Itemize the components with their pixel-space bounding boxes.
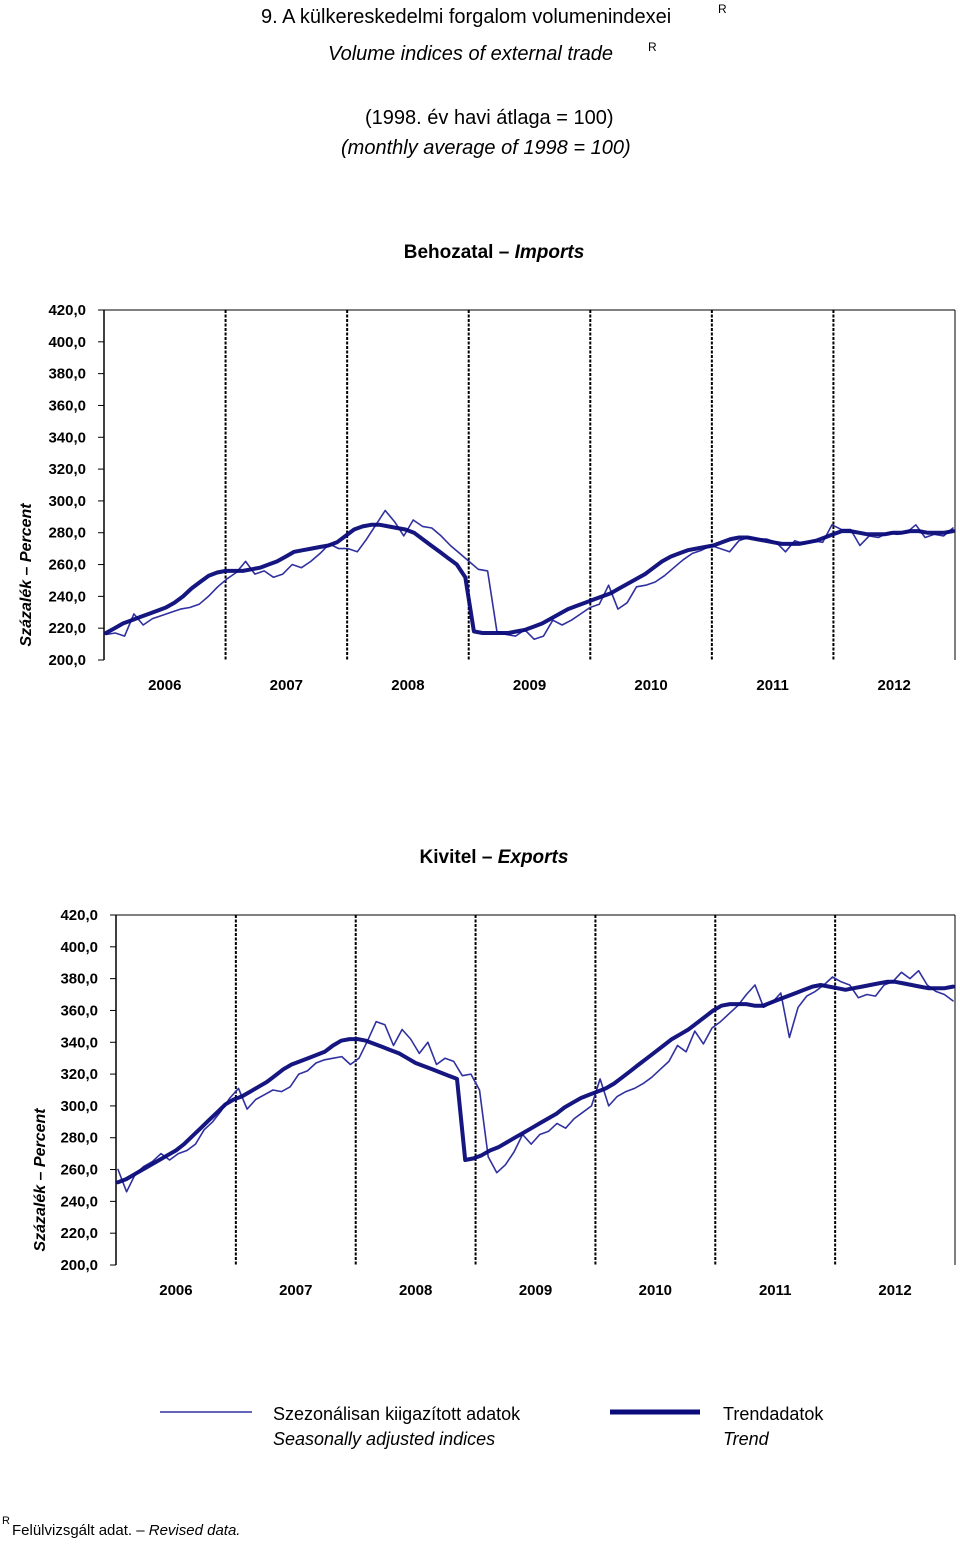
exports-y-tick-label: 200,0 [60, 1257, 98, 1274]
exports-x-tick-label: 2010 [639, 1282, 672, 1299]
imports-y-tick-label: 400,0 [48, 334, 86, 351]
footnote: Felülvizsgált adat. – Revised data. [12, 1522, 240, 1539]
imports-y-tick-label: 420,0 [48, 302, 86, 319]
exports-series-lines [116, 969, 955, 1193]
exports-plot-frame [115, 914, 956, 1265]
footnote-dash: – [136, 1522, 149, 1539]
imports-x-tick-label: 2008 [391, 677, 424, 694]
imports-x-tick-label: 2011 [756, 677, 789, 694]
legend-trend-label-en: Trend [723, 1429, 769, 1449]
imports-seasonally-adjusted-line [105, 509, 954, 641]
legend-sa-swatch [160, 1411, 252, 1413]
exports-x-tick-label: 2012 [878, 1282, 911, 1299]
exports-y-tick-label: 240,0 [60, 1193, 98, 1210]
exports-title-dash: – [477, 847, 498, 868]
title-en-text: Volume indices of external trade [328, 43, 613, 65]
imports-x-tick-label: 2009 [513, 677, 546, 694]
exports-y-tick-label: 360,0 [60, 1002, 98, 1019]
footnote-hu: Felülvizsgált adat. [12, 1522, 133, 1539]
imports-plot-frame [103, 309, 956, 660]
base-note-en: (monthly average of 1998 = 100) [341, 137, 631, 159]
footnote-mark: R [2, 1515, 10, 1527]
exports-y-tick-label: 380,0 [60, 971, 98, 988]
base-note-hu: (1998. év havi átlaga = 100) [365, 107, 614, 129]
exports-y-tick-label: 400,0 [60, 939, 98, 956]
imports-trend-line [104, 522, 955, 635]
legend-sa-label-hu: Szezonálisan kiigazított adatok [273, 1404, 521, 1424]
imports-chart-title: Behozatal – Imports [404, 242, 585, 263]
exports-y-tick-label: 220,0 [60, 1225, 98, 1242]
exports-y-tick-label: 340,0 [60, 1034, 98, 1051]
imports-series-lines [104, 509, 955, 641]
legend-trend-swatch [610, 1409, 700, 1415]
imports-y-ticks: 420,0 400,0 380,0 360,0 340,0 320,0 300,0 280,0… [48, 302, 104, 669]
imports-title-en: Imports [515, 242, 585, 263]
imports-y-tick-label: 280,0 [48, 525, 86, 542]
imports-y-tick-label: 340,0 [48, 429, 86, 446]
exports-x-tick-label: 2009 [519, 1282, 552, 1299]
page-title-en: Volume indices of external trade [328, 43, 613, 66]
imports-chart: Behozatal – Imports Százalék – Percent 4… [18, 242, 956, 694]
imports-x-tick-label: 2010 [634, 677, 667, 694]
title-hu-text: 9. A külkereskedelmi forgalom volumenind… [261, 6, 672, 28]
exports-seasonally-adjusted-line [117, 969, 954, 1193]
exports-title-hu: Kivitel [420, 847, 477, 868]
imports-title-hu: Behozatal [404, 242, 494, 263]
exports-y-tick-label: 260,0 [60, 1162, 98, 1179]
revised-mark-2: R [648, 40, 657, 54]
legend-sa-label-en: Seasonally adjusted indices [273, 1429, 496, 1449]
exports-x-ticks: 2006 2007 2008 2009 2010 2011 2012 [159, 1282, 912, 1299]
imports-y-tick-label: 260,0 [48, 557, 86, 574]
imports-x-tick-label: 2006 [148, 677, 181, 694]
revised-mark-1: R [718, 2, 727, 16]
exports-x-tick-label: 2006 [159, 1282, 192, 1299]
exports-x-tick-label: 2007 [279, 1282, 312, 1299]
imports-y-tick-label: 200,0 [48, 652, 86, 669]
exports-y-tick-label: 300,0 [60, 1098, 98, 1115]
exports-chart: Kivitel – Exports Százalék – Percent 420… [32, 847, 956, 1299]
imports-y-tick-label: 240,0 [48, 588, 86, 605]
exports-title-en: Exports [498, 847, 569, 868]
exports-y-tick-label: 420,0 [60, 907, 98, 924]
exports-y-ticks: 420,0 400,0 380,0 360,0 340,0 320,0 300,0 280,0… [60, 907, 116, 1274]
imports-x-tick-label: 2012 [878, 677, 911, 694]
imports-y-tick-label: 380,0 [48, 366, 86, 383]
exports-y-tick-label: 320,0 [60, 1066, 98, 1083]
imports-y-axis-label: Százalék – Percent [18, 503, 35, 647]
imports-y-tick-label: 300,0 [48, 493, 86, 510]
footnote-en: Revised data. [148, 1522, 241, 1539]
exports-chart-title: Kivitel – Exports [420, 847, 569, 868]
exports-x-tick-label: 2011 [759, 1282, 792, 1299]
imports-y-tick-label: 320,0 [48, 461, 86, 478]
exports-y-tick-label: 280,0 [60, 1130, 98, 1147]
exports-trend-line [116, 979, 955, 1185]
exports-x-tick-label: 2008 [399, 1282, 432, 1299]
imports-y-tick-label: 360,0 [48, 397, 86, 414]
legend-trend-label-hu: Trendadatok [723, 1404, 824, 1424]
imports-x-tick-label: 2007 [270, 677, 303, 694]
page-title-hu: 9. A külkereskedelmi forgalom volumenind… [261, 6, 671, 29]
imports-y-tick-label: 220,0 [48, 620, 86, 637]
imports-title-dash: – [493, 242, 514, 263]
exports-y-axis-label: Százalék – Percent [32, 1108, 49, 1252]
imports-x-ticks: 2006 2007 2008 2009 2010 2011 2012 [148, 677, 911, 694]
